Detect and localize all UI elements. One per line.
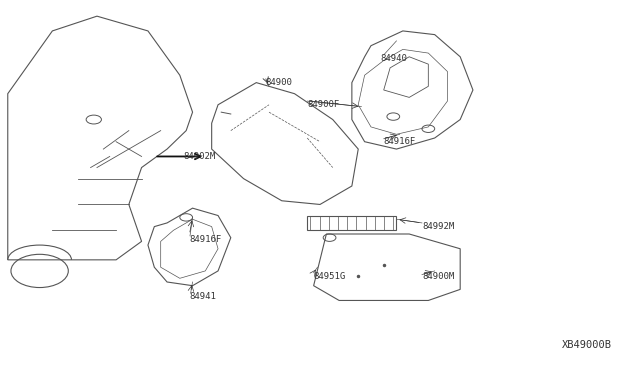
Text: 84900: 84900 — [266, 78, 292, 87]
Text: XB49000B: XB49000B — [562, 340, 612, 350]
Text: 84992M: 84992M — [422, 222, 454, 231]
Text: 84941: 84941 — [189, 292, 216, 301]
Text: 84900M: 84900M — [422, 272, 454, 281]
Text: 84916F: 84916F — [189, 235, 221, 244]
Text: 84916F: 84916F — [384, 137, 416, 146]
Text: 84900F: 84900F — [307, 100, 339, 109]
Text: 84902M: 84902M — [183, 152, 215, 161]
Text: 84940: 84940 — [381, 54, 408, 63]
Text: 84951G: 84951G — [314, 272, 346, 281]
